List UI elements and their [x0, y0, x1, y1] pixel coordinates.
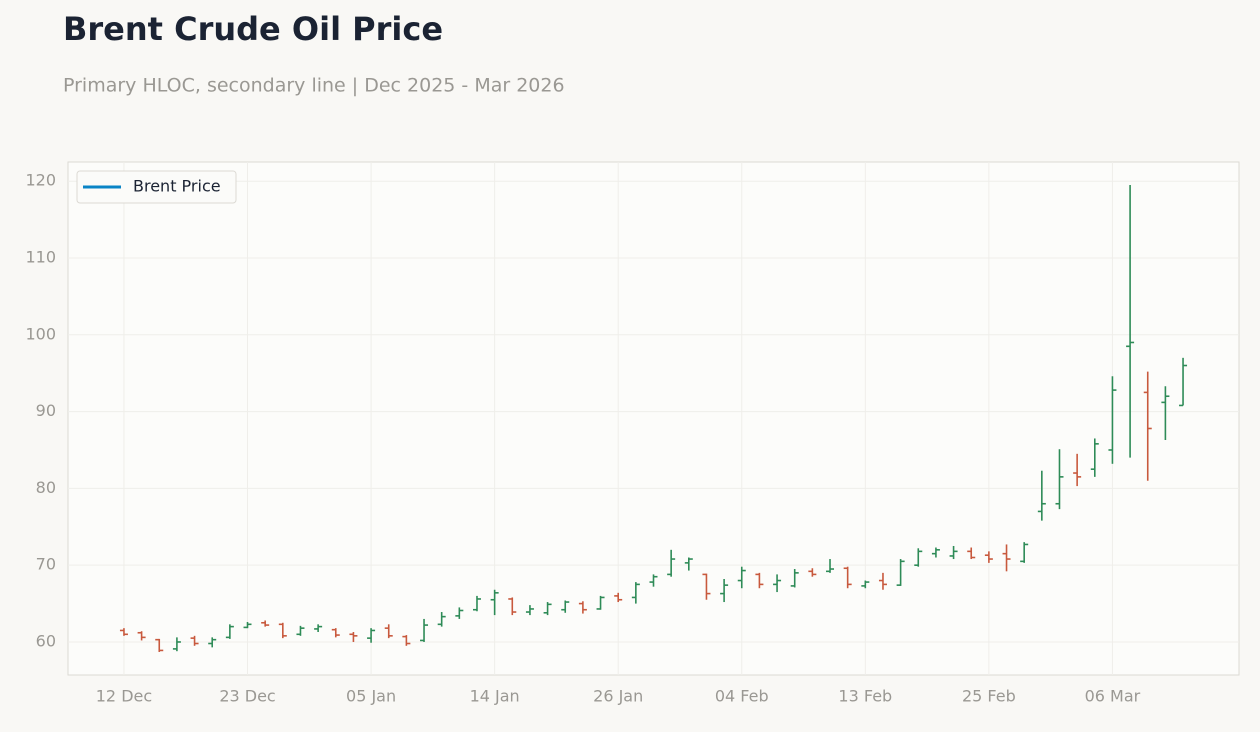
ohlc-bar — [914, 548, 923, 567]
ohlc-bar — [119, 628, 128, 636]
ohlc-bar — [314, 624, 323, 632]
ohlc-bar — [384, 624, 393, 639]
ohlc-bar — [190, 635, 199, 646]
ohlc-bar — [243, 622, 252, 629]
ohlc-bar — [225, 624, 234, 639]
ohlc-bar — [1073, 453, 1082, 487]
ohlc-bar — [367, 628, 376, 643]
ohlc-bar — [1143, 371, 1152, 481]
ohlc-bar — [420, 618, 429, 642]
ohlc-bar — [967, 547, 976, 560]
ohlc-bar — [137, 631, 146, 641]
ohlc-bar — [296, 625, 305, 636]
y-tick-label: 70 — [36, 555, 56, 574]
chart-subtitle: Primary HLOC, secondary line | Dec 2025 … — [63, 75, 565, 97]
ohlc-bar — [1037, 470, 1046, 521]
ohlc-bar — [896, 559, 905, 586]
ohlc-bar — [984, 551, 993, 563]
ohlc-bar — [208, 637, 217, 648]
ohlc-bar — [826, 559, 835, 573]
ohlc-bar — [1020, 542, 1029, 563]
ohlc-bar — [1108, 376, 1117, 464]
x-tick-label: 25 Feb — [962, 687, 1016, 706]
ohlc-bar — [437, 612, 446, 627]
y-tick-label: 110 — [25, 247, 56, 266]
ohlc-bar — [1179, 357, 1188, 407]
x-tick-label: 05 Jan — [346, 687, 396, 706]
x-tick-label: 14 Jan — [470, 687, 520, 706]
ohlc-bar — [1090, 438, 1099, 477]
ohlc-bar — [667, 549, 676, 577]
ohlc-bar — [949, 545, 958, 560]
ohlc-bar — [684, 557, 693, 571]
legend: Brent Price — [76, 170, 237, 204]
ohlc-bar — [472, 595, 481, 612]
ohlc-bar — [561, 600, 570, 613]
ohlc-bar — [649, 574, 658, 587]
ohlc-bar — [596, 595, 605, 610]
ohlc-bar — [773, 574, 782, 593]
ohlc-bar — [861, 580, 870, 589]
x-tick-label: 12 Dec — [96, 687, 152, 706]
ohlc-bar — [720, 579, 729, 603]
ohlc-bar — [702, 573, 711, 600]
x-tick-label: 06 Mar — [1085, 687, 1141, 706]
ohlc-bar — [172, 637, 181, 652]
ohlc-bar — [578, 601, 587, 614]
ohlc-bar — [737, 566, 746, 589]
x-tick-label: 04 Feb — [715, 687, 769, 706]
ohlc-bar — [455, 607, 464, 619]
x-tick-label: 23 Dec — [219, 687, 275, 706]
ohlc-bar — [1055, 449, 1064, 510]
ohlc-bar — [331, 628, 340, 638]
chart-title: Brent Crude Oil Price — [63, 10, 443, 48]
ohlc-bar — [878, 572, 887, 590]
y-tick-label: 60 — [36, 631, 56, 650]
ohlc-bar — [508, 597, 517, 616]
plot-area — [67, 161, 1240, 676]
ohlc-bar — [808, 568, 817, 577]
ohlc-bar — [261, 620, 270, 627]
ohlc-bar — [631, 582, 640, 604]
ohlc-bar — [278, 622, 287, 639]
legend-label: Brent Price — [133, 177, 221, 196]
ohlc-bar — [543, 602, 552, 616]
ohlc-bar — [402, 635, 411, 646]
y-tick-label: 80 — [36, 478, 56, 497]
ohlc-bar — [614, 592, 623, 603]
ohlc-bar — [790, 569, 799, 588]
y-tick-label: 100 — [25, 324, 56, 343]
ohlc-bar — [525, 605, 534, 616]
x-tick-label: 13 Feb — [838, 687, 892, 706]
ohlc-bar — [349, 631, 358, 642]
ohlc-bar — [1161, 386, 1170, 441]
y-tick-label: 120 — [25, 171, 56, 190]
x-tick-label: 26 Jan — [593, 687, 643, 706]
ohlc-bar — [755, 572, 764, 589]
y-tick-label: 90 — [36, 401, 56, 420]
ohlc-bar — [1126, 185, 1135, 458]
ohlc-bar — [1002, 544, 1011, 572]
legend-box — [76, 170, 237, 204]
ohlc-bar — [490, 589, 499, 616]
ohlc-bar — [843, 566, 852, 589]
ohlc-bar — [155, 638, 164, 652]
ohlc-bar — [931, 547, 940, 558]
